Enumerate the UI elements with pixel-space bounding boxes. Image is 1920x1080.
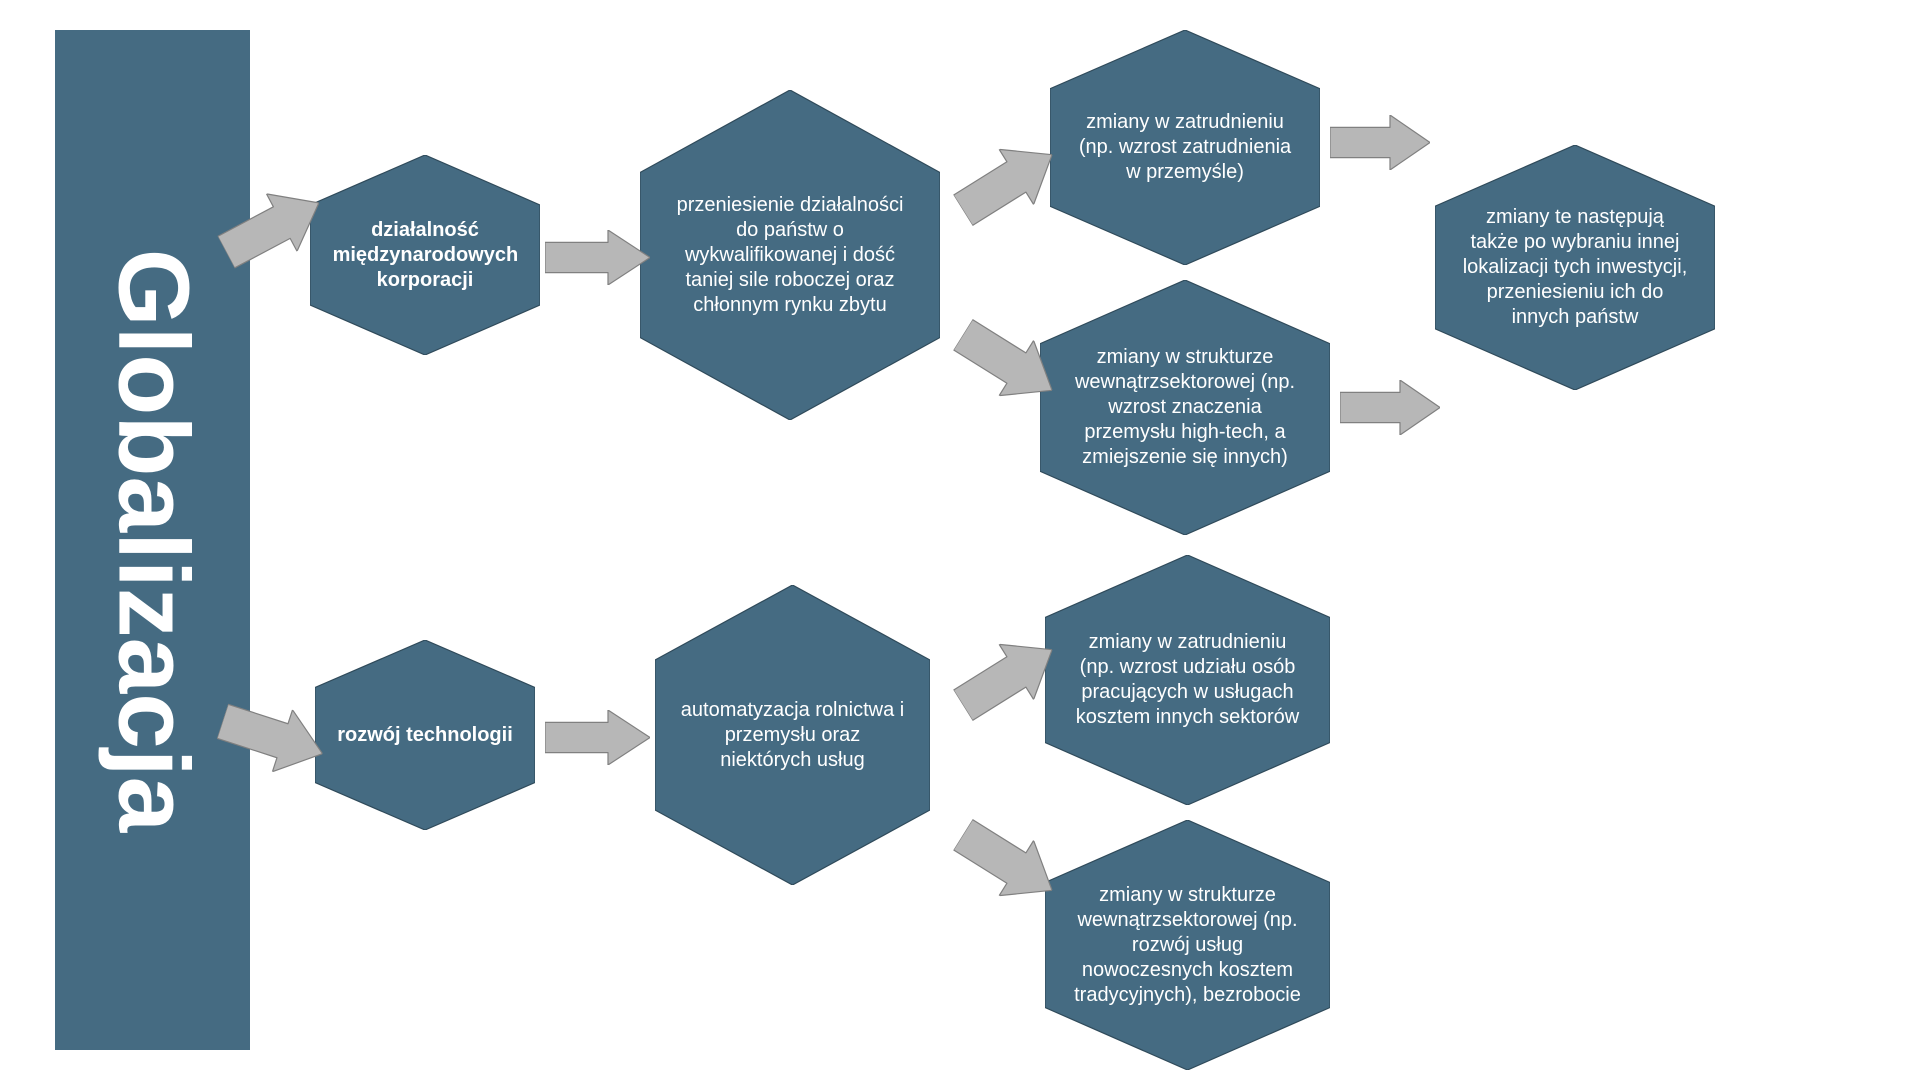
hexagon-label: zmiany w zatrudnieniu (np. wzrost udział…	[1071, 630, 1304, 730]
title-bar: Globalizacja	[55, 30, 250, 1050]
hexagon-h4: zmiany te następują także po wybraniu in…	[1435, 145, 1715, 390]
arrow-a4b	[1340, 380, 1440, 435]
hexagon-h6: automatyzacja rolnictwa i przemysłu oraz…	[655, 585, 930, 885]
hexagon-label: przeniesienie działalności do państw o w…	[667, 193, 913, 318]
hexagon-h1: działalność międzynarodowych korporacji	[310, 155, 540, 355]
hexagon-h2: przeniesienie działalności do państw o w…	[640, 90, 940, 420]
hexagon-label: rozwój technologii	[337, 723, 513, 748]
hexagon-label: zmiany w strukturze wewnątrzsektorowej (…	[1066, 345, 1304, 470]
arrow-a6	[545, 710, 650, 765]
hexagon-h3a: zmiany w zatrudnieniu (np. wzrost zatrud…	[1050, 30, 1320, 265]
arrow-a4a	[1330, 115, 1430, 170]
hexagon-h3b: zmiany w strukturze wewnątrzsektorowej (…	[1040, 280, 1330, 535]
hexagon-h5: rozwój technologii	[315, 640, 535, 830]
hexagon-h7a: zmiany w zatrudnieniu (np. wzrost udział…	[1045, 555, 1330, 805]
hexagon-label: zmiany te następują także po wybraniu in…	[1461, 205, 1690, 330]
hexagon-label: działalność międzynarodowych korporacji	[333, 218, 518, 293]
hexagon-h7b: zmiany w strukturze wewnątrzsektorowej (…	[1045, 820, 1330, 1070]
title-text: Globalizacja	[95, 248, 210, 832]
hexagon-label: automatyzacja rolnictwa i przemysłu oraz…	[680, 698, 904, 773]
hexagon-label: zmiany w zatrudnieniu (np. wzrost zatrud…	[1075, 110, 1295, 185]
arrow-a2	[545, 230, 650, 285]
hexagon-label: zmiany w strukturze wewnątrzsektorowej (…	[1071, 883, 1304, 1008]
